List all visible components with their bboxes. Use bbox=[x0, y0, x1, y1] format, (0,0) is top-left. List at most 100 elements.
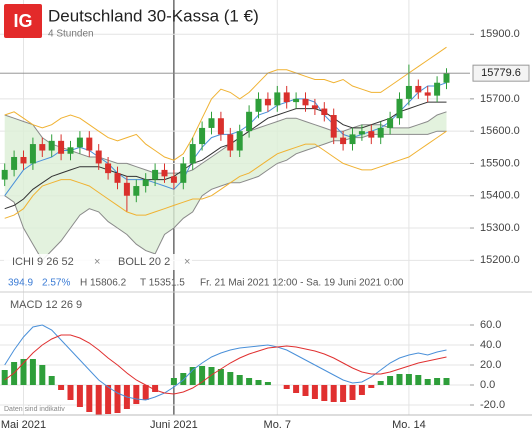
histogram-bar bbox=[236, 375, 243, 385]
candle-body bbox=[246, 111, 253, 132]
candle-body bbox=[180, 163, 187, 183]
indicator-bar bbox=[4, 254, 192, 270]
histogram-bar bbox=[368, 385, 375, 388]
candle-body bbox=[95, 150, 102, 164]
candle-body bbox=[396, 98, 403, 119]
histogram-bar bbox=[396, 374, 403, 385]
info-text: 394.9 bbox=[8, 278, 33, 289]
candle-body bbox=[76, 137, 83, 148]
cloud-fill bbox=[4, 111, 447, 261]
histogram-bar bbox=[86, 385, 93, 412]
candle-body bbox=[349, 134, 356, 145]
y-tick-label: 0.0 bbox=[480, 379, 495, 391]
note: Daten sind indikativ bbox=[4, 406, 65, 413]
x-tick-label: Mo. 14 bbox=[392, 419, 426, 431]
histogram-bar bbox=[405, 374, 412, 385]
y-tick-label: 15600.0 bbox=[480, 125, 520, 137]
candle-body bbox=[405, 85, 412, 99]
histogram-bar bbox=[76, 385, 83, 407]
histogram-bar bbox=[358, 385, 365, 395]
indicator-line bbox=[4, 46, 447, 161]
chart-subtitle: 4 Stunden bbox=[48, 29, 94, 40]
indicator-line bbox=[4, 130, 447, 219]
histogram-bar bbox=[189, 367, 196, 385]
y-tick-label: -20.0 bbox=[480, 399, 505, 411]
candle-body bbox=[11, 156, 18, 170]
histogram-bar bbox=[434, 378, 441, 385]
cloud-span-a bbox=[4, 111, 447, 174]
histogram-bar bbox=[133, 385, 140, 404]
candle-body bbox=[114, 173, 121, 183]
y-tick-label: 15700.0 bbox=[480, 93, 520, 105]
y-tick-label: 15900.0 bbox=[480, 28, 520, 40]
candle-body bbox=[217, 118, 224, 135]
candle-body bbox=[434, 82, 441, 96]
candle-body bbox=[123, 182, 130, 196]
histogram-bar bbox=[114, 385, 121, 413]
y-tick-label: 15300.0 bbox=[480, 222, 520, 234]
candle-body bbox=[170, 176, 177, 183]
candle-body bbox=[340, 137, 347, 145]
candle-body bbox=[133, 186, 140, 196]
info-text: Fr. 21 Mai 2021 12:00 - Sa. 19 Juni 2021… bbox=[200, 278, 404, 289]
candle-body bbox=[358, 131, 365, 135]
candle-body bbox=[236, 131, 243, 151]
histogram-bar bbox=[95, 385, 102, 415]
candle-body bbox=[443, 73, 450, 83]
histogram-bar bbox=[424, 379, 431, 385]
candle-body bbox=[311, 105, 318, 109]
macd-line bbox=[4, 334, 447, 395]
logo: IG bbox=[13, 11, 32, 31]
candle-body bbox=[20, 156, 27, 164]
candle-body bbox=[58, 140, 65, 154]
x-tick-label: Mo. 7 bbox=[264, 419, 292, 431]
y-tick-label: 20.0 bbox=[480, 359, 501, 371]
histogram-bar bbox=[142, 385, 149, 400]
candle-body bbox=[189, 144, 196, 164]
candle-body bbox=[227, 134, 234, 151]
candle-body bbox=[105, 163, 112, 174]
panel-title: MACD 12 26 9 bbox=[10, 299, 82, 311]
histogram-bar bbox=[349, 385, 356, 400]
candle-body bbox=[39, 144, 46, 151]
histogram-bar bbox=[105, 385, 112, 414]
histogram-bar bbox=[180, 373, 187, 385]
histogram-bar bbox=[20, 359, 27, 385]
candle-body bbox=[387, 118, 394, 128]
candle-body bbox=[161, 169, 168, 177]
chart-title: Deutschland 30-Kassa (1 €) bbox=[48, 6, 259, 25]
candle-body bbox=[321, 108, 328, 116]
candle-body bbox=[274, 92, 281, 106]
candle-body bbox=[424, 92, 431, 96]
candle-body bbox=[330, 115, 337, 138]
candle-body bbox=[86, 137, 93, 151]
indicator-label: ICHI 9 26 52 bbox=[12, 256, 74, 268]
x-tick-label: Mai 2021 bbox=[1, 419, 46, 431]
histogram-bar bbox=[264, 382, 271, 385]
candle-body bbox=[208, 118, 215, 128]
histogram-bar bbox=[283, 385, 290, 389]
y-tick-label: 15500.0 bbox=[480, 157, 520, 169]
candle-body bbox=[48, 140, 55, 151]
candle-body bbox=[264, 98, 271, 106]
macd-line bbox=[4, 324, 447, 401]
y-tick-label: 40.0 bbox=[480, 339, 501, 351]
last-price-label: 15779.6 bbox=[481, 67, 521, 79]
candle-body bbox=[67, 147, 74, 154]
histogram-bar bbox=[1, 370, 8, 385]
histogram-bar bbox=[311, 385, 318, 399]
histogram-bar bbox=[199, 366, 206, 385]
histogram-bar bbox=[246, 378, 253, 385]
histogram-bar bbox=[377, 381, 384, 385]
candle-body bbox=[152, 169, 159, 180]
histogram-bar bbox=[255, 380, 262, 385]
candle-body bbox=[142, 179, 149, 187]
histogram-bar bbox=[48, 376, 55, 385]
candle-body bbox=[415, 85, 422, 93]
candle-body bbox=[283, 92, 290, 103]
candle-body bbox=[377, 127, 384, 138]
histogram-bar bbox=[340, 385, 347, 402]
logo-box bbox=[4, 4, 42, 38]
histogram-bar bbox=[29, 359, 36, 385]
